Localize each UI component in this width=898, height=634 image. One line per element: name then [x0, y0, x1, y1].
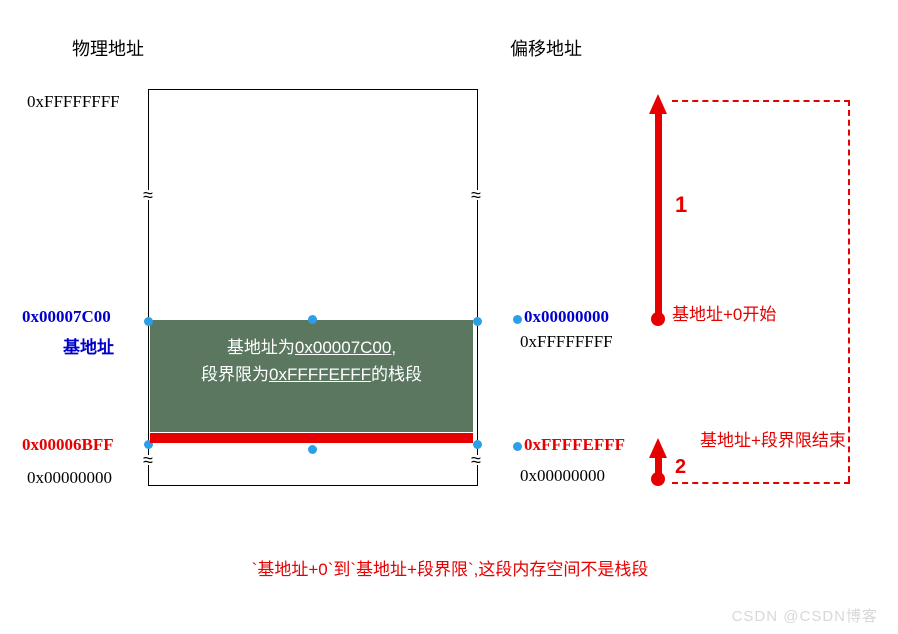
arrow2-label: 2 — [675, 456, 686, 479]
green-line1-post: , — [391, 338, 396, 357]
watermark: CSDN @CSDN博客 — [732, 605, 878, 626]
arrow2-stem — [655, 456, 662, 474]
label-right-red2: 0xFFFFEFFF — [524, 435, 625, 455]
label-left-bottom: 0x00000000 — [27, 468, 112, 488]
green-line1-val: 0x00007C00 — [295, 338, 391, 357]
green-line2-pre: 段界限为 — [201, 365, 269, 384]
dashed-bottom — [672, 482, 850, 484]
dashed-right — [848, 100, 850, 482]
stack-segment-region: 基地址为0x00007C00, 段界限为0xFFFFEFFF的栈段 — [150, 320, 473, 432]
arrow2-text: 基地址+段界限结束 — [700, 426, 846, 451]
arrow1-head-icon — [649, 94, 667, 114]
label-base-text: 基地址 — [63, 333, 114, 358]
arrow1-stem — [655, 112, 662, 314]
break-icon: ≈ — [140, 455, 156, 465]
red-boundary-bar — [150, 433, 473, 443]
green-line1-pre: 基地址为 — [227, 338, 295, 357]
green-line2-post: 的栈段 — [371, 365, 422, 384]
header-offset: 偏移地址 — [510, 35, 582, 61]
footer-note: `基地址+0`到`基地址+段界限`,这段内存空间不是栈段 — [50, 555, 850, 580]
label-right-black2: 0x00000000 — [520, 466, 605, 486]
label-right-black1: 0xFFFFFFFF — [520, 332, 613, 352]
header-physical: 物理地址 — [72, 35, 144, 61]
anchor-dot — [308, 315, 317, 324]
label-base-hex: 0x00007C00 — [22, 307, 111, 327]
dashed-top — [672, 100, 850, 102]
anchor-dot — [513, 442, 522, 451]
anchor-dot — [308, 445, 317, 454]
break-icon: ≈ — [468, 455, 484, 465]
label-left-top: 0xFFFFFFFF — [27, 92, 120, 112]
arrow1-label: 1 — [675, 192, 687, 218]
green-line2-val: 0xFFFFEFFF — [269, 365, 371, 384]
anchor-dot — [473, 440, 482, 449]
anchor-dot — [513, 315, 522, 324]
anchor-dot — [144, 317, 153, 326]
arrow2-head-icon — [649, 438, 667, 458]
label-low-red: 0x00006BFF — [22, 435, 114, 455]
anchor-dot — [473, 317, 482, 326]
label-right-blue1: 0x00000000 — [524, 307, 609, 327]
break-icon: ≈ — [468, 190, 484, 200]
arrow1-text: 基地址+0开始 — [672, 300, 776, 325]
arrow1-start-dot — [651, 312, 665, 326]
break-icon: ≈ — [140, 190, 156, 200]
arrow2-start-dot — [651, 472, 665, 486]
